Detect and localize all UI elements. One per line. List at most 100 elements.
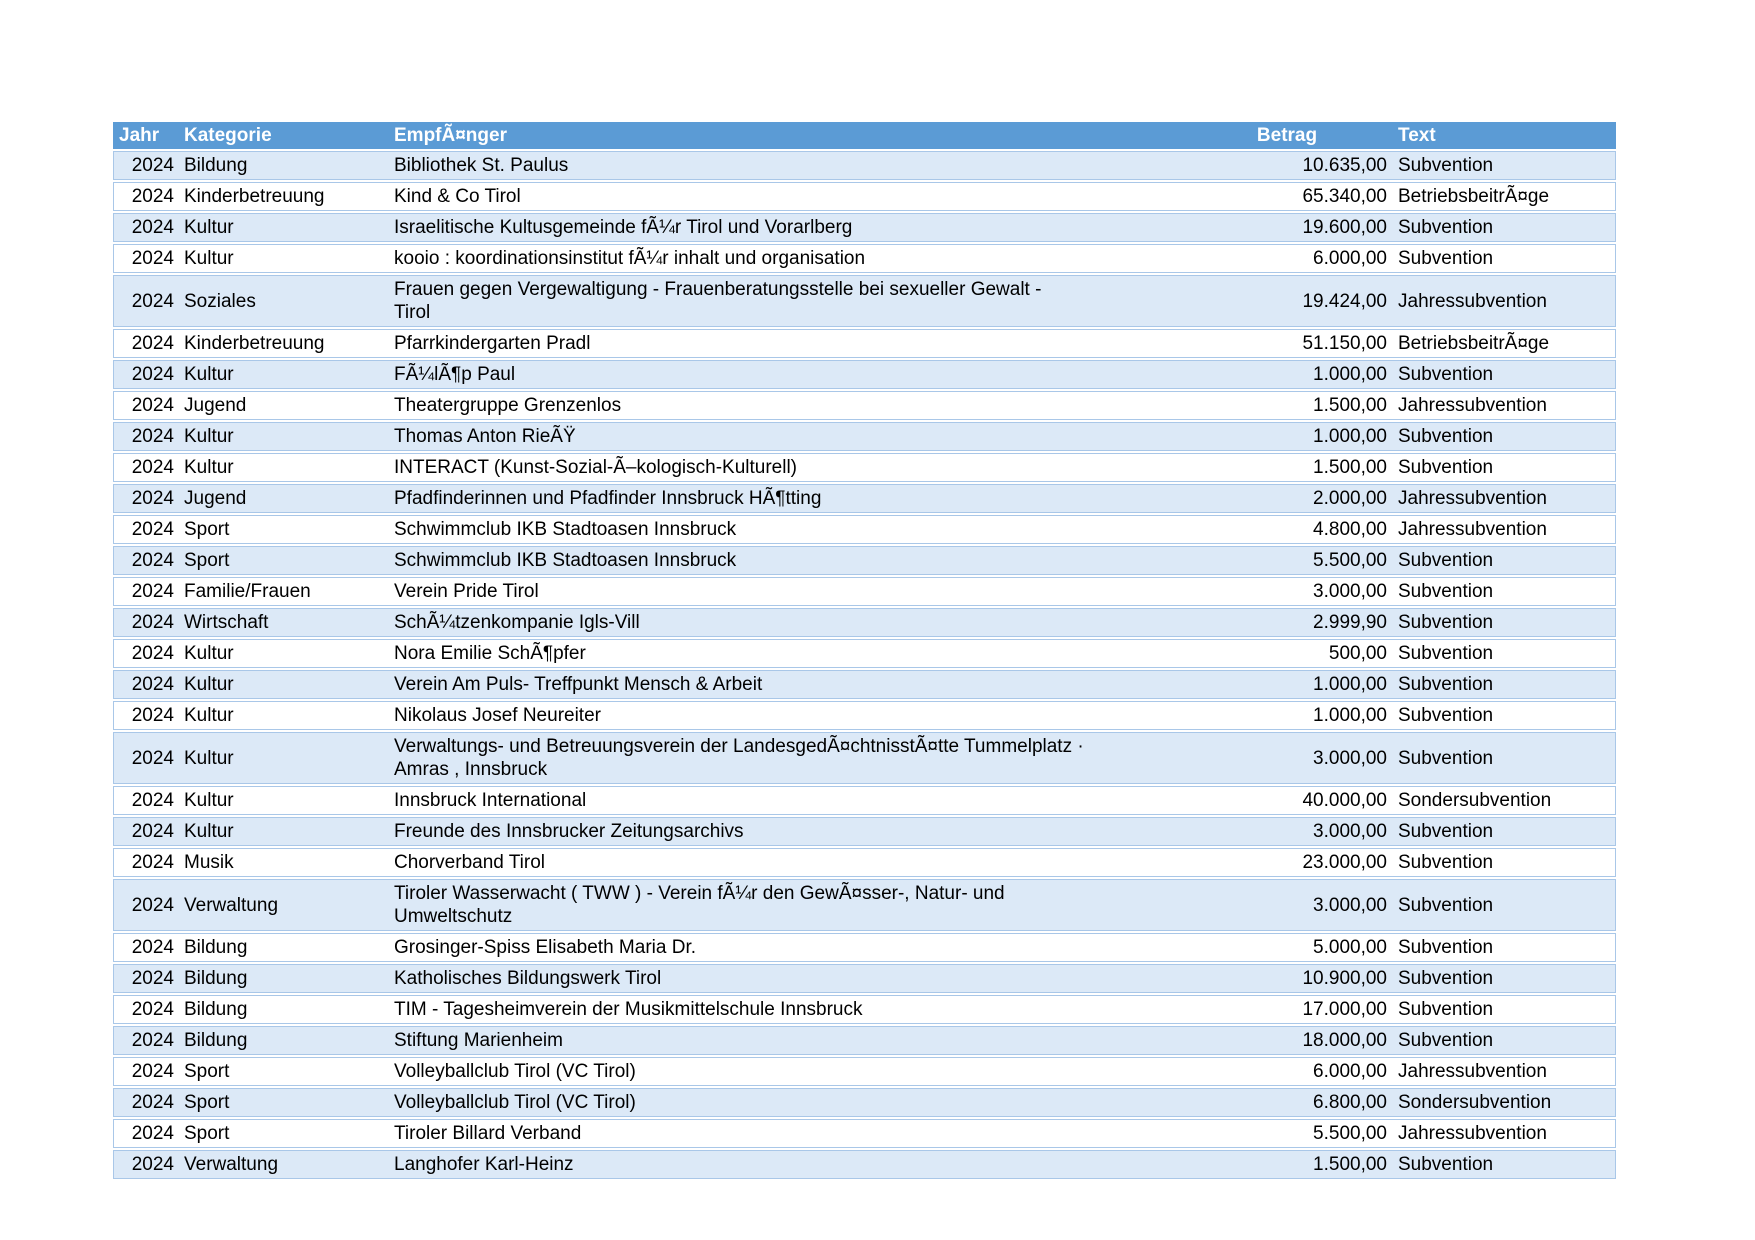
cell-betrag: 10.900,00: [1182, 964, 1392, 993]
cell-betrag: 19.600,00: [1182, 213, 1392, 242]
cell-betrag: 2.000,00: [1182, 484, 1392, 513]
cell-text: Subvention: [1392, 701, 1616, 730]
cell-text: Subvention: [1392, 577, 1616, 606]
table-row: 2024 Kultur INTERACT (Kunst-Sozial-Ã–kol…: [113, 453, 1616, 482]
table-row: 2024 Musik Chorverband Tirol 23.000,00 S…: [113, 848, 1616, 877]
cell-betrag: 1.000,00: [1182, 670, 1392, 699]
cell-jahr: 2024: [113, 879, 178, 931]
cell-empfaenger: Kind & Co Tirol: [388, 182, 1182, 211]
cell-text: Jahressubvention: [1392, 1119, 1616, 1148]
cell-empfaenger: Stiftung Marienheim: [388, 1026, 1182, 1055]
cell-jahr: 2024: [113, 275, 178, 327]
cell-text: Jahressubvention: [1392, 515, 1616, 544]
column-header-text: Text: [1392, 122, 1616, 149]
cell-empfaenger: Tiroler Wasserwacht ( TWW ) - Verein fÃ¼…: [388, 879, 1182, 931]
table-row: 2024 Soziales Frauen gegen Vergewaltigun…: [113, 275, 1616, 327]
cell-empfaenger: kooio : koordinationsinstitut fÃ¼r inhal…: [388, 244, 1182, 273]
cell-text: Subvention: [1392, 546, 1616, 575]
cell-text: Sondersubvention: [1392, 786, 1616, 815]
cell-empfaenger: Theatergruppe Grenzenlos: [388, 391, 1182, 420]
cell-text: Subvention: [1392, 817, 1616, 846]
cell-empfaenger: Verwaltungs- und Betreuungsverein der La…: [388, 732, 1182, 784]
table-row: 2024 Kultur Verein Am Puls- Treffpunkt M…: [113, 670, 1616, 699]
cell-kategorie: Kultur: [178, 732, 388, 784]
cell-text: Jahressubvention: [1392, 1057, 1616, 1086]
table-row: 2024 Wirtschaft SchÃ¼tzenkompanie Igls-V…: [113, 608, 1616, 637]
cell-text: Subvention: [1392, 213, 1616, 242]
cell-empfaenger: Bibliothek St. Paulus: [388, 151, 1182, 180]
cell-empfaenger: Thomas Anton RieÃŸ: [388, 422, 1182, 451]
cell-empfaenger: Innsbruck International: [388, 786, 1182, 815]
cell-betrag: 19.424,00: [1182, 275, 1392, 327]
cell-jahr: 2024: [113, 933, 178, 962]
cell-text: Jahressubvention: [1392, 484, 1616, 513]
cell-kategorie: Sport: [178, 1057, 388, 1086]
cell-kategorie: Kultur: [178, 817, 388, 846]
table-row: 2024 Bildung Grosinger-Spiss Elisabeth M…: [113, 933, 1616, 962]
cell-text: Subvention: [1392, 879, 1616, 931]
cell-kategorie: Wirtschaft: [178, 608, 388, 637]
cell-text: Subvention: [1392, 608, 1616, 637]
cell-kategorie: Sport: [178, 546, 388, 575]
cell-betrag: 1.000,00: [1182, 360, 1392, 389]
cell-kategorie: Sport: [178, 1088, 388, 1117]
cell-empfaenger: Schwimmclub IKB Stadtoasen Innsbruck: [388, 515, 1182, 544]
cell-kategorie: Sport: [178, 1119, 388, 1148]
cell-jahr: 2024: [113, 817, 178, 846]
table-row: 2024 Sport Volleyballclub Tirol (VC Tiro…: [113, 1088, 1616, 1117]
cell-empfaenger: Volleyballclub Tirol (VC Tirol): [388, 1088, 1182, 1117]
cell-empfaenger: TIM - Tagesheimverein der Musikmittelsch…: [388, 995, 1182, 1024]
table-row: 2024 Sport Schwimmclub IKB Stadtoasen In…: [113, 546, 1616, 575]
cell-betrag: 1.500,00: [1182, 391, 1392, 420]
table-row: 2024 Verwaltung Langhofer Karl-Heinz 1.5…: [113, 1150, 1616, 1179]
cell-text: Subvention: [1392, 360, 1616, 389]
cell-betrag: 5.500,00: [1182, 1119, 1392, 1148]
cell-betrag: 40.000,00: [1182, 786, 1392, 815]
cell-kategorie: Familie/Frauen: [178, 577, 388, 606]
table-row: 2024 Jugend Theatergruppe Grenzenlos 1.5…: [113, 391, 1616, 420]
table-row: 2024 Kinderbetreuung Kind & Co Tirol 65.…: [113, 182, 1616, 211]
table-row: 2024 Kultur kooio : koordinationsinstitu…: [113, 244, 1616, 273]
cell-empfaenger: INTERACT (Kunst-Sozial-Ã–kologisch-Kultu…: [388, 453, 1182, 482]
cell-jahr: 2024: [113, 1088, 178, 1117]
cell-jahr: 2024: [113, 422, 178, 451]
cell-kategorie: Soziales: [178, 275, 388, 327]
cell-betrag: 51.150,00: [1182, 329, 1392, 358]
cell-betrag: 500,00: [1182, 639, 1392, 668]
cell-kategorie: Kinderbetreuung: [178, 329, 388, 358]
cell-text: Subvention: [1392, 422, 1616, 451]
table-row: 2024 Verwaltung Tiroler Wasserwacht ( TW…: [113, 879, 1616, 931]
cell-empfaenger: Chorverband Tirol: [388, 848, 1182, 877]
cell-kategorie: Verwaltung: [178, 1150, 388, 1179]
cell-betrag: 23.000,00: [1182, 848, 1392, 877]
cell-jahr: 2024: [113, 577, 178, 606]
cell-empfaenger: Langhofer Karl-Heinz: [388, 1150, 1182, 1179]
cell-jahr: 2024: [113, 213, 178, 242]
cell-betrag: 1.000,00: [1182, 701, 1392, 730]
cell-kategorie: Bildung: [178, 1026, 388, 1055]
cell-kategorie: Bildung: [178, 995, 388, 1024]
cell-jahr: 2024: [113, 732, 178, 784]
cell-text: BetriebsbeitrÃ¤ge: [1392, 182, 1616, 211]
table-row: 2024 Kultur Freunde des Innsbrucker Zeit…: [113, 817, 1616, 846]
cell-jahr: 2024: [113, 546, 178, 575]
cell-kategorie: Jugend: [178, 484, 388, 513]
table-row: 2024 Familie/Frauen Verein Pride Tirol 3…: [113, 577, 1616, 606]
cell-text: Subvention: [1392, 732, 1616, 784]
table-header-row: Jahr Kategorie EmpfÃ¤nger Betrag Text: [113, 122, 1616, 149]
table-row: 2024 Bildung TIM - Tagesheimverein der M…: [113, 995, 1616, 1024]
column-header-betrag: Betrag: [1182, 122, 1392, 149]
table-row: 2024 Bildung Bibliothek St. Paulus 10.63…: [113, 151, 1616, 180]
cell-kategorie: Bildung: [178, 933, 388, 962]
cell-text: Subvention: [1392, 670, 1616, 699]
cell-jahr: 2024: [113, 1026, 178, 1055]
cell-empfaenger: Frauen gegen Vergewaltigung - Frauenbera…: [388, 275, 1182, 327]
cell-betrag: 3.000,00: [1182, 879, 1392, 931]
subventionen-table: Jahr Kategorie EmpfÃ¤nger Betrag Text 20…: [113, 120, 1616, 1181]
cell-empfaenger: Israelitische Kultusgemeinde fÃ¼r Tirol …: [388, 213, 1182, 242]
cell-jahr: 2024: [113, 391, 178, 420]
cell-empfaenger: Schwimmclub IKB Stadtoasen Innsbruck: [388, 546, 1182, 575]
cell-empfaenger: Volleyballclub Tirol (VC Tirol): [388, 1057, 1182, 1086]
cell-kategorie: Kultur: [178, 422, 388, 451]
cell-text: Jahressubvention: [1392, 391, 1616, 420]
